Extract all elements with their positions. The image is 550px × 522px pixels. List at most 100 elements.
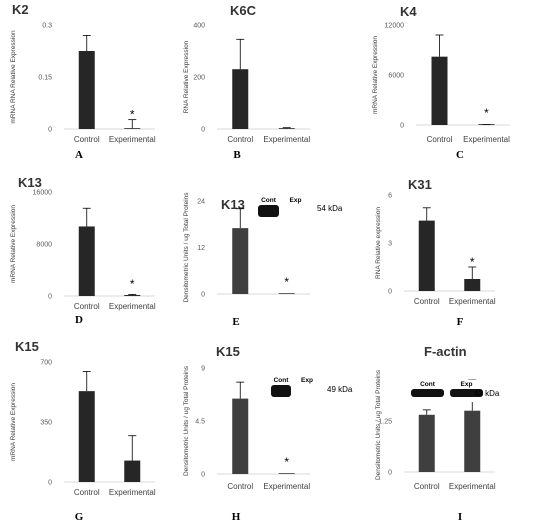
x-category-label: Experimental	[449, 482, 496, 491]
y-tick-label: 24	[197, 199, 205, 206]
chart-title: F-actin	[424, 344, 467, 359]
blot-band	[411, 389, 444, 397]
y-axis-label: mRNA Relative Expression	[10, 205, 17, 283]
y-tick-label: 12000	[385, 23, 405, 30]
blot-kda-label: 54 kDa	[317, 204, 343, 213]
y-tick-label: 0	[48, 127, 52, 134]
significance-marker: *	[130, 277, 135, 291]
blot-lane-label: Exp	[461, 381, 473, 388]
y-tick-label: 0	[48, 294, 52, 301]
bar-experimental	[278, 473, 295, 474]
blot-kda-label: 42 kDa	[474, 389, 500, 398]
y-tick-label: 1.25	[378, 418, 392, 425]
x-category-label: Control	[227, 135, 253, 144]
blot-lane-label: Cont	[274, 377, 290, 384]
y-tick-label: 0	[201, 472, 205, 479]
bar-control	[418, 414, 435, 472]
panel-letter: F	[457, 316, 464, 328]
bar-control	[431, 56, 448, 125]
panel-a: K2 mRNA RNA Relative Expression 0 0.15 0.3 Co…	[10, 2, 156, 161]
panel-d: K13 mRNA Relative Expression 0 8000 16000 Con…	[10, 175, 156, 326]
chart-title: K31	[408, 177, 432, 192]
panel-c: K4 mRNA Relative Expression 0 6000 12000 Cont…	[372, 4, 510, 161]
y-tick-label: 12	[197, 245, 205, 252]
panel-letter: I	[458, 511, 462, 522]
x-category-label: Control	[414, 297, 440, 306]
significance-marker: *	[130, 108, 135, 122]
y-tick-label: 0	[388, 289, 392, 296]
blot-band	[258, 205, 279, 217]
y-axis-label: mRNA Relative Expression	[10, 383, 17, 461]
x-category-label: Control	[74, 488, 100, 497]
y-tick-label: 9	[201, 366, 205, 373]
bar-series-0	[232, 228, 249, 294]
chart-title: K13	[18, 175, 42, 190]
panel-letter: G	[75, 511, 84, 522]
bar-experimental	[278, 128, 295, 129]
bar-control	[78, 226, 95, 296]
y-tick-label: 3	[388, 241, 392, 248]
x-category-label: Control	[74, 302, 100, 311]
y-tick-label: 0	[201, 127, 205, 134]
chart-title: K15	[216, 344, 240, 359]
bar-control	[418, 220, 435, 291]
blot-lane-label: Exp	[301, 377, 313, 384]
y-tick-label: 0.15	[38, 75, 52, 82]
y-tick-label: 4.5	[195, 419, 205, 426]
y-tick-label: 0	[388, 470, 392, 477]
y-tick-label: 700	[40, 360, 52, 367]
x-category-label: Control	[414, 482, 440, 491]
significance-marker: *	[284, 455, 289, 469]
blot-band	[450, 389, 483, 397]
x-category-label: Experimental	[263, 135, 310, 144]
x-category-label: Experimental	[109, 488, 156, 497]
panel-h: K15 Densitometric Units / ug Total Protei…	[183, 344, 353, 522]
bar-experimental	[124, 295, 141, 296]
y-tick-label: 16000	[33, 190, 53, 197]
bar-experimental	[124, 460, 141, 482]
bar-experimental	[124, 128, 141, 129]
bar-control	[78, 391, 95, 482]
chart-title: K2	[12, 2, 29, 17]
chart-title: K6C	[230, 3, 257, 18]
blot-lane-label: Cont	[261, 197, 277, 204]
y-tick-label: 350	[40, 420, 52, 427]
panel-e: K13 Densitometric Units / ug Total Protei…	[183, 192, 343, 328]
y-tick-label: 0.3	[42, 23, 52, 30]
panel-letter: H	[232, 511, 241, 522]
blot-lane-label: Exp	[290, 197, 302, 204]
y-axis-label: Densitometric Units / ug Total Proteins	[183, 192, 190, 303]
y-tick-label: 200	[193, 75, 205, 82]
western-blot-inset: Cont Exp 54 kDa	[255, 196, 343, 222]
panel-letter: A	[75, 149, 83, 161]
panel-letter: B	[233, 149, 241, 161]
bar-control	[232, 69, 249, 129]
x-category-label: Control	[74, 135, 100, 144]
x-category-label: Control	[427, 135, 453, 144]
y-axis-label: Densitometric Units / ug Total Proteins	[375, 369, 382, 480]
panel-f: K31 RNA Relative expression 0 3 6 Control * Exp…	[375, 177, 496, 328]
significance-marker: *	[284, 275, 289, 289]
significance-marker: *	[484, 106, 489, 120]
x-category-label: Experimental	[109, 135, 156, 144]
blot-kda-label: 49 kDa	[327, 385, 353, 394]
y-axis-label: mRNA RNA Relative Expression	[10, 30, 17, 124]
y-tick-label: 0	[400, 123, 404, 130]
y-axis-label: mRNA Relative Expression	[372, 36, 379, 114]
y-tick-label: 0	[48, 480, 52, 487]
x-category-label: Experimental	[449, 297, 496, 306]
bar-experimental	[464, 410, 481, 472]
x-category-label: Control	[227, 482, 253, 491]
y-tick-label: 8000	[36, 242, 52, 249]
bar-control	[78, 51, 95, 129]
y-axis-label: Densitometric Units / ug Total Proteins	[183, 365, 190, 476]
y-tick-label: 6	[388, 193, 392, 200]
chart-title: K4	[400, 4, 417, 19]
y-tick-label: 0	[201, 292, 205, 299]
blot-band	[271, 385, 291, 397]
y-tick-label: 400	[193, 23, 205, 30]
chart-title: K15	[15, 339, 39, 354]
bar-series-1	[278, 293, 295, 294]
